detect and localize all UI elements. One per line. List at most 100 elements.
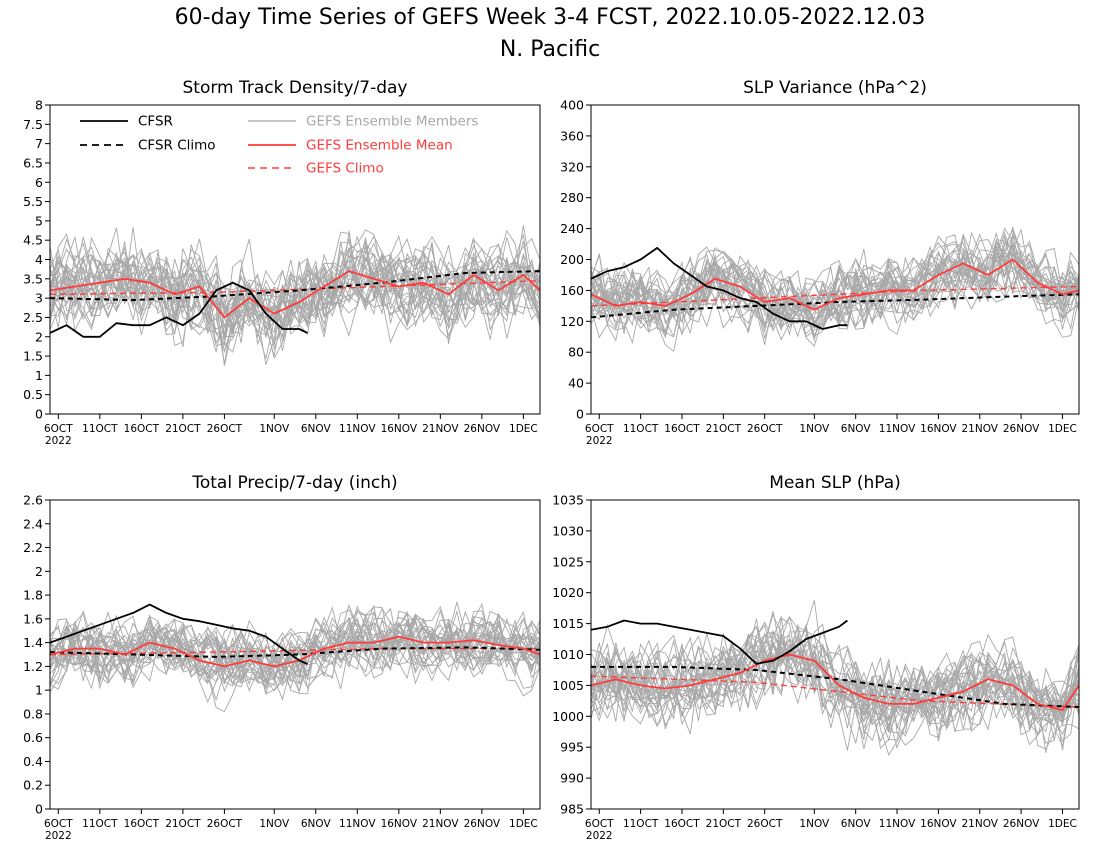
ensemble-member-line — [591, 643, 1079, 731]
y-tick-label: 1015 — [552, 616, 584, 631]
x-tick-label: 26OCT — [747, 818, 783, 830]
x-tick-label: 11OCT — [82, 818, 118, 830]
y-tick-label: 4.5 — [23, 233, 43, 248]
y-tick-label: 3 — [35, 291, 43, 306]
x-tick-label: 16NOV — [381, 818, 418, 830]
y-tick-label: 6 — [35, 175, 43, 190]
y-tick-label: 400 — [560, 98, 584, 113]
panel-title: SLP Variance (hPa^2) — [743, 78, 927, 98]
panel-slp-variance: SLP Variance (hPa^2) 0 40 80 120 160 200 240 280… — [560, 78, 1080, 447]
ensemble-member-line — [591, 242, 1079, 331]
x-tick-label: 11OCT — [623, 423, 659, 435]
x-tick-label: 26OCT — [207, 818, 243, 830]
y-tick-label: 5 — [35, 213, 43, 228]
x-year-label: 2022 — [45, 830, 72, 842]
y-tick-label: 1030 — [552, 523, 584, 538]
ensemble-member-line — [50, 246, 540, 344]
y-tick-label: 0 — [576, 407, 584, 422]
x-tick-label: 1NOV — [259, 423, 290, 435]
y-tick-label: 1 — [35, 683, 43, 698]
y-tick-label: 0 — [35, 407, 43, 422]
gefs-climo-line — [50, 647, 540, 656]
panel-storm-track: Storm Track Density/7-day 0 0.5 1 1.5 2 2.5 3 3.… — [23, 78, 541, 447]
ensemble-member-line — [50, 227, 540, 344]
ensemble-member-line — [50, 229, 540, 356]
x-year-label: 2022 — [586, 435, 613, 447]
x-tick-label: 6NOV — [841, 423, 872, 435]
cfsr-line — [591, 246, 848, 330]
y-tick-label: 1000 — [552, 709, 584, 724]
y-tick-label: 2.5 — [23, 310, 43, 325]
y-tick-label: 2.6 — [23, 493, 43, 508]
x-tick-label: 11NOV — [879, 423, 916, 435]
x-tick-label: 26NOV — [464, 423, 501, 435]
x-tick-label: 11OCT — [623, 818, 659, 830]
x-year-label: 2022 — [45, 435, 72, 447]
x-tick-label: 26OCT — [747, 423, 783, 435]
y-tick-label: 0.2 — [23, 778, 43, 793]
cfsr-line — [50, 281, 308, 338]
y-tick-label: 1.5 — [23, 349, 43, 364]
x-tick-label: 21NOV — [422, 818, 459, 830]
x-tick-label: 6NOV — [301, 818, 332, 830]
y-tick-label: 1020 — [552, 585, 584, 600]
y-tick-label: 120 — [560, 314, 584, 329]
y-tick-label: 40 — [568, 376, 584, 391]
y-tick-label: 0.8 — [23, 706, 43, 721]
ensemble-member-line — [591, 239, 1079, 332]
x-tick-label: 26NOV — [464, 818, 501, 830]
y-tick-label: 1005 — [552, 678, 584, 693]
ensemble-member-line — [591, 631, 1079, 750]
y-tick-label: 2 — [35, 329, 43, 344]
x-tick-label: 11NOV — [879, 818, 916, 830]
y-tick-label: 5.5 — [23, 194, 43, 209]
y-tick-label: 4 — [35, 252, 43, 267]
y-tick-label: 1010 — [552, 647, 584, 662]
ensemble-mean-line — [591, 653, 1079, 711]
y-tick-label: 200 — [560, 252, 584, 267]
legend-background — [72, 111, 510, 177]
y-tick-label: 1 — [35, 368, 43, 383]
cfsr-line — [591, 619, 848, 665]
legend-members-label: GEFS Ensemble Members — [306, 114, 478, 130]
ensemble-member-line — [50, 238, 540, 348]
panel-mean-slp: Mean SLP (hPa) 985 990 995 1000 1005 1010 1015 1… — [552, 473, 1080, 842]
x-tick-label: 21NOV — [962, 818, 999, 830]
cfsr-climo-line — [591, 665, 1079, 708]
ensemble-members — [591, 225, 1079, 352]
ensemble-member-line — [591, 623, 1079, 742]
x-tick-label: 6OCT — [585, 818, 614, 830]
panel-title: Storm Track Density/7-day — [183, 78, 408, 98]
y-tick-label: 3.5 — [23, 271, 43, 286]
x-tick-label: 21OCT — [165, 423, 201, 435]
x-tick-label: 6OCT — [44, 818, 73, 830]
y-tick-label: 280 — [560, 190, 584, 205]
y-tick-label: 1025 — [552, 554, 584, 569]
x-tick-label: 1NOV — [799, 423, 830, 435]
y-tick-label: 0.4 — [23, 754, 43, 769]
ensemble-member-line — [50, 240, 540, 335]
y-tick-label: 0 — [35, 802, 43, 817]
panel-title: Mean SLP (hPa) — [769, 473, 901, 493]
x-tick-label: 1DEC — [1048, 818, 1077, 830]
x-tick-label: 6OCT — [585, 423, 614, 435]
x-tick-label: 21OCT — [165, 818, 201, 830]
ensemble-members — [591, 600, 1079, 757]
x-tick-label: 16OCT — [664, 818, 700, 830]
y-tick-label: 2.2 — [23, 540, 43, 555]
x-tick-label: 16OCT — [124, 423, 160, 435]
y-tick-label: 1.4 — [23, 635, 43, 650]
x-year-label: 2022 — [586, 830, 613, 842]
ensemble-member-line — [50, 250, 540, 353]
y-tick-label: 985 — [560, 802, 584, 817]
x-tick-label: 1NOV — [799, 818, 830, 830]
x-tick-label: 26NOV — [1003, 818, 1040, 830]
ensemble-member-line — [591, 235, 1079, 352]
y-tick-label: 8 — [35, 98, 43, 113]
ensemble-member-line — [50, 251, 540, 334]
y-tick-label: 1.6 — [23, 611, 43, 626]
legend-mean-label: GEFS Ensemble Mean — [306, 138, 453, 154]
y-tick-label: 2.4 — [23, 516, 43, 531]
